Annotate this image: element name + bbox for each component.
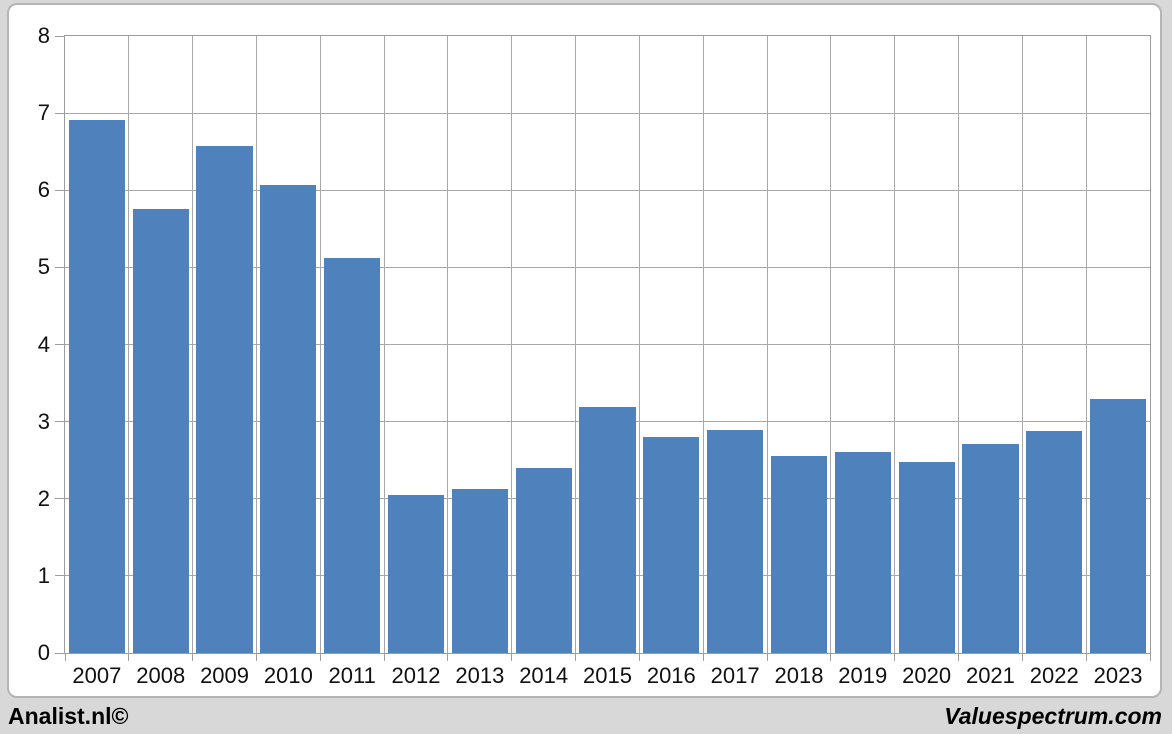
- v-gridline-11: [766, 36, 768, 653]
- v-gridline-15: [1021, 36, 1023, 653]
- y-axis-label-5: 5: [37, 254, 50, 280]
- x-axis-tick-6: [447, 654, 449, 661]
- x-axis-label-2018: 2018: [774, 663, 824, 688]
- bar-2008: [132, 208, 189, 653]
- x-axis-label-2017: 2017: [710, 663, 760, 688]
- x-axis-tick-7: [511, 654, 513, 661]
- y-axis-tick-2: [55, 498, 64, 500]
- v-gridline-4: [319, 36, 321, 653]
- y-axis-label-2: 2: [37, 485, 50, 511]
- h-gridline-5: [65, 266, 1150, 268]
- bar-2015: [579, 406, 636, 653]
- y-axis-tick-0: [55, 652, 64, 654]
- x-axis-tick-13: [894, 654, 896, 661]
- y-axis-label-7: 7: [37, 100, 50, 126]
- footer: Analist.nl© Valuespectrum.com: [0, 698, 1172, 734]
- v-gridline-16: [1085, 36, 1087, 653]
- h-gridline-4: [65, 344, 1150, 345]
- x-axis-tick-17: [1149, 654, 1151, 661]
- v-gridline-5: [383, 36, 385, 653]
- v-gridline-14: [958, 36, 960, 653]
- x-axis-label-2019: 2019: [838, 663, 888, 688]
- v-gridline-9: [638, 36, 640, 653]
- x-axis-label-2015: 2015: [583, 663, 632, 688]
- bar-2021: [962, 444, 1019, 653]
- x-axis-tick-9: [638, 654, 640, 661]
- x-axis-label-2009: 2009: [200, 663, 250, 688]
- x-axis-label-2014: 2014: [519, 663, 569, 688]
- bar-2023: [1090, 398, 1147, 653]
- bar-2010: [260, 184, 317, 653]
- v-gridline-6: [447, 36, 449, 653]
- v-gridline-10: [702, 36, 704, 653]
- x-axis-tick-3: [255, 654, 257, 661]
- x-axis-label-2016: 2016: [646, 663, 696, 688]
- x-axis-tick-0: [64, 654, 66, 661]
- x-axis-tick-15: [1021, 654, 1023, 661]
- v-gridline-7: [511, 36, 513, 653]
- x-axis-tick-11: [766, 654, 768, 661]
- v-gridline-3: [255, 36, 257, 653]
- source-credit-right: Valuespectrum.com: [944, 702, 1162, 729]
- bar-2007: [68, 120, 125, 653]
- x-axis-tick-12: [830, 654, 832, 661]
- x-axis-label-2012: 2012: [391, 663, 441, 688]
- y-axis-label-3: 3: [37, 408, 50, 434]
- y-axis-label-4: 4: [37, 331, 50, 357]
- bar-2016: [643, 437, 700, 653]
- x-axis-label-2013: 2013: [455, 663, 505, 688]
- x-axis-tick-10: [702, 654, 704, 661]
- bar-2009: [196, 145, 253, 653]
- v-gridline-13: [894, 36, 896, 653]
- bar-2020: [898, 461, 955, 653]
- chart-frame: 0 1 2 3 4 5 6 7 8 2007 2008 2009 2010 2011 2012 2013 201…: [7, 3, 1162, 698]
- bar-2011: [324, 258, 381, 653]
- x-axis-tick-5: [383, 654, 385, 661]
- bar-2013: [451, 488, 508, 653]
- x-axis-label-2020: 2020: [902, 663, 952, 688]
- x-axis-label-2010: 2010: [263, 663, 313, 688]
- v-gridline-12: [830, 36, 832, 653]
- y-axis-tick-4: [55, 344, 64, 345]
- bar-2022: [1026, 430, 1083, 653]
- x-axis-tick-2: [192, 654, 194, 661]
- h-gridline-6: [65, 189, 1150, 191]
- y-axis-tick-7: [55, 112, 64, 114]
- y-axis-tick-3: [55, 421, 64, 423]
- x-axis-label-2007: 2007: [72, 663, 122, 688]
- bar-2017: [707, 430, 764, 653]
- x-axis-tick-14: [958, 654, 960, 661]
- x-axis-label-2011: 2011: [328, 663, 376, 688]
- h-gridline-7: [65, 112, 1150, 114]
- bar-2014: [515, 467, 572, 653]
- y-axis-tick-5: [55, 266, 64, 268]
- x-axis-tick-1: [128, 654, 130, 661]
- y-axis-label-0: 0: [37, 640, 50, 665]
- v-gridline-2: [192, 36, 194, 653]
- plot-area: 0 1 2 3 4 5 6 7 8 2007 2008 2009 2010 2011 2012 2013 201…: [38, 25, 1151, 687]
- bar-2019: [834, 451, 891, 653]
- y-axis-tick-1: [55, 575, 64, 577]
- y-axis-label-1: 1: [37, 562, 50, 588]
- x-axis-label-2008: 2008: [136, 663, 186, 688]
- bar-2012: [387, 494, 445, 653]
- x-axis-label-2023: 2023: [1093, 663, 1143, 688]
- bar-2018: [770, 456, 828, 653]
- y-axis-label-8: 8: [37, 23, 50, 48]
- y-axis-tick-8: [55, 35, 64, 37]
- v-gridline-8: [575, 36, 577, 653]
- y-axis-label-6: 6: [37, 177, 50, 203]
- x-axis-label-2021: 2021: [965, 663, 1015, 688]
- x-axis-tick-16: [1085, 654, 1087, 661]
- y-axis-tick-6: [55, 189, 64, 191]
- v-gridline-1: [128, 36, 130, 653]
- source-credit-left: Analist.nl©: [8, 702, 129, 729]
- x-axis-tick-4: [319, 654, 321, 661]
- x-axis-tick-8: [575, 654, 577, 661]
- x-axis-label-2022: 2022: [1029, 663, 1079, 688]
